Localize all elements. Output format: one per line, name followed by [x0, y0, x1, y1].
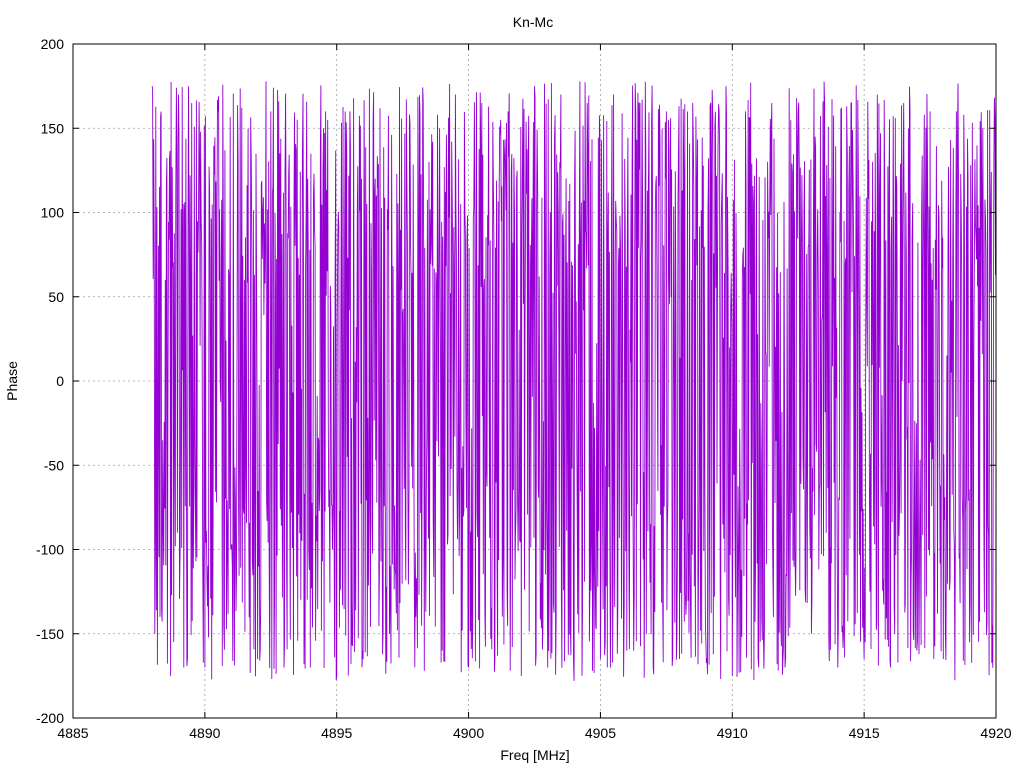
- y-tick-label: -200: [36, 710, 64, 726]
- y-tick-label: -150: [36, 626, 64, 642]
- phase-series-line: [151, 81, 997, 681]
- x-tick-label: 4905: [585, 725, 616, 741]
- x-tick-label: 4920: [980, 725, 1011, 741]
- series-layer: [151, 81, 997, 681]
- x-tick-label: 4885: [57, 725, 88, 741]
- y-tick-label: -100: [36, 542, 64, 558]
- x-tick-label: 4890: [189, 725, 220, 741]
- x-axis-title: Freq [MHz]: [500, 747, 569, 763]
- axis-ticks: 4885 4890 4895 4900 4905 4910 4915 4920 -200 -150…: [36, 36, 1012, 741]
- y-tick-label: 0: [56, 373, 64, 389]
- y-tick-label: 200: [41, 36, 65, 52]
- y-axis-title: Phase: [4, 361, 20, 401]
- x-tick-label: 4900: [453, 725, 484, 741]
- y-tick-label: 100: [41, 205, 65, 221]
- x-tick-label: 4915: [849, 725, 880, 741]
- x-tick-label: 4895: [321, 725, 352, 741]
- y-tick-label: 150: [41, 120, 65, 136]
- x-tick-label: 4910: [717, 725, 748, 741]
- y-tick-label: 50: [48, 289, 64, 305]
- plot-frame: [72, 43, 997, 719]
- y-tick-label: -50: [44, 457, 64, 473]
- chart-title: Kn-Mc: [513, 14, 553, 30]
